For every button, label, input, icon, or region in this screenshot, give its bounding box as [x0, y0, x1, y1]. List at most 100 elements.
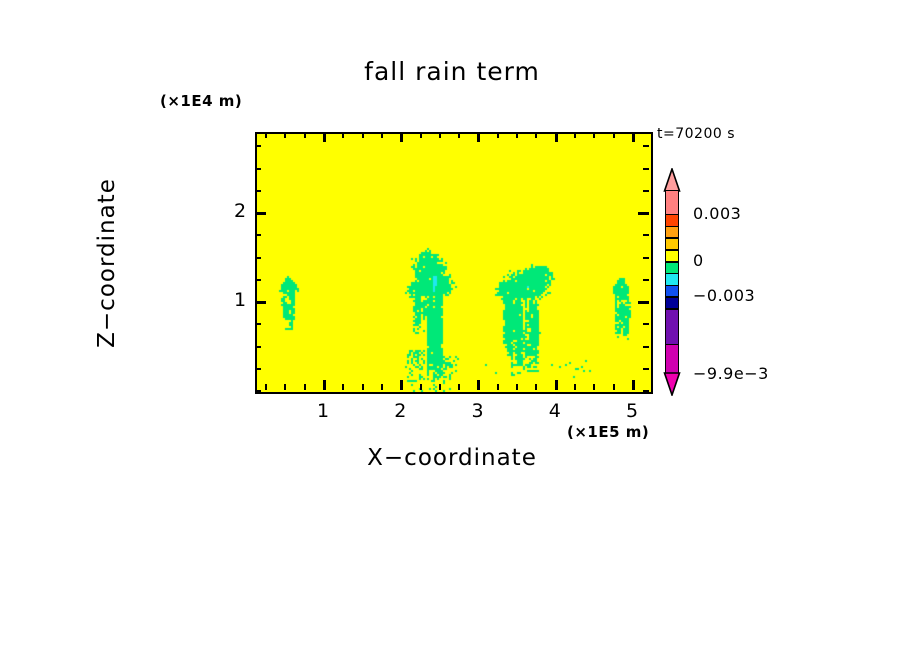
colorbar-segment [666, 214, 678, 227]
colorbar-tick-label: 0.003 [693, 203, 742, 223]
axis-tick-right [643, 390, 649, 392]
axis-tick-right [643, 167, 649, 170]
axis-tick-top [593, 132, 596, 138]
colorbar-tick-label: −0.003 [693, 286, 756, 306]
colorbar-segment [666, 238, 678, 250]
colorbar-divider [666, 296, 678, 298]
axis-tick-top [516, 132, 519, 138]
axis-tick-bottom [632, 380, 635, 390]
y-axis-units-label: (×1E4 m) [160, 92, 243, 110]
axis-tick-right [643, 278, 649, 281]
axis-tick-left [255, 278, 261, 281]
axis-tick-top [554, 132, 558, 142]
axis-tick-right [643, 189, 649, 192]
colorbar-scale [665, 190, 679, 375]
axis-tick-top [458, 132, 461, 138]
axis-tick-top [438, 132, 441, 138]
axis-tick-left [255, 189, 261, 192]
axis-tick-right [638, 301, 649, 305]
axis-tick-top [322, 132, 326, 142]
axis-tick-top [477, 132, 481, 142]
x-tick-label: 1 [316, 400, 330, 422]
axis-tick-right [643, 234, 649, 237]
y-tick-label: 2 [234, 200, 247, 223]
axis-tick-bottom [400, 380, 404, 390]
x-axis-units-label: (×1E5 m) [567, 423, 650, 441]
axis-tick-left [255, 167, 261, 170]
colorbar-segment [666, 191, 678, 215]
axis-tick-right [643, 345, 649, 348]
axis-tick-left [255, 323, 261, 326]
axis-tick-left [255, 234, 261, 237]
colorbar-segment [666, 297, 678, 309]
colorbar-bottom-arrow-icon [663, 372, 681, 396]
axis-tick-bottom [380, 384, 383, 390]
colorbar-divider [666, 261, 678, 263]
axis-tick-bottom [516, 384, 519, 390]
axis-tick-bottom [438, 384, 441, 390]
colorbar-tick-label: 0 [693, 250, 704, 270]
axis-tick-bottom [361, 384, 364, 390]
colorbar-divider [666, 237, 678, 239]
axis-tick-top [535, 132, 538, 138]
colorbar-divider [666, 272, 678, 275]
axis-tick-right [643, 145, 649, 148]
x-tick-label: 4 [548, 400, 561, 422]
axis-tick-top [303, 132, 306, 138]
y-axis-title: Z−coordinate [94, 178, 120, 348]
axis-tick-bottom [574, 384, 577, 390]
page-title: fall rain term [364, 57, 540, 86]
y-tick-label: 1 [234, 289, 247, 312]
axis-tick-top [496, 132, 499, 138]
x-axis-title: X−coordinate [367, 445, 537, 471]
axis-tick-left [255, 301, 266, 305]
axis-tick-bottom [303, 384, 306, 390]
axis-tick-top [342, 132, 345, 138]
plot-area [255, 132, 653, 394]
axis-tick-bottom [265, 384, 268, 390]
colorbar-divider [666, 284, 678, 287]
axis-tick-top [632, 132, 635, 142]
colorbar-divider [666, 249, 678, 251]
axis-tick-bottom [554, 380, 558, 390]
axis-tick-left [255, 345, 261, 348]
colorbar-segment [666, 249, 678, 262]
axis-tick-left [255, 256, 261, 259]
axis-tick-top [400, 132, 404, 142]
timestamp-annotation: t=70200 s [657, 126, 735, 142]
axis-tick-bottom [593, 384, 596, 390]
axis-tick-top [361, 132, 364, 138]
axis-tick-right [643, 323, 649, 326]
axis-tick-top [612, 132, 615, 138]
axis-tick-right [643, 367, 649, 370]
axis-tick-left [255, 212, 266, 216]
colorbar-segment [666, 261, 678, 274]
axis-tick-top [419, 132, 422, 138]
colorbar-divider [666, 225, 678, 228]
colorbar-divider [666, 308, 678, 310]
axis-tick-top [380, 132, 383, 138]
axis-tick-right [643, 256, 649, 259]
axis-tick-right [638, 212, 649, 216]
axis-tick-bottom [477, 380, 481, 390]
colorbar-segment [666, 273, 678, 286]
axis-tick-bottom [612, 384, 615, 390]
axis-tick-bottom [419, 384, 422, 390]
colorbar-segment [666, 285, 678, 298]
colorbar-segment [666, 344, 678, 375]
axis-tick-left [255, 367, 261, 370]
axis-tick-bottom [496, 384, 499, 390]
axis-tick-bottom [284, 384, 287, 390]
colorbar-segment [666, 226, 678, 239]
axis-tick-top [265, 132, 268, 138]
axis-tick-bottom [342, 384, 345, 390]
axis-tick-top [574, 132, 577, 138]
axis-tick-bottom [322, 380, 326, 390]
colorbar-divider [666, 343, 678, 346]
axis-tick-left [255, 145, 261, 148]
x-tick-label: 2 [394, 400, 407, 422]
x-tick-label: 3 [471, 400, 484, 422]
x-tick-label: 5 [626, 400, 639, 422]
axis-tick-bottom [535, 384, 538, 390]
colorbar-tick-label: −9.9e−3 [693, 364, 769, 383]
